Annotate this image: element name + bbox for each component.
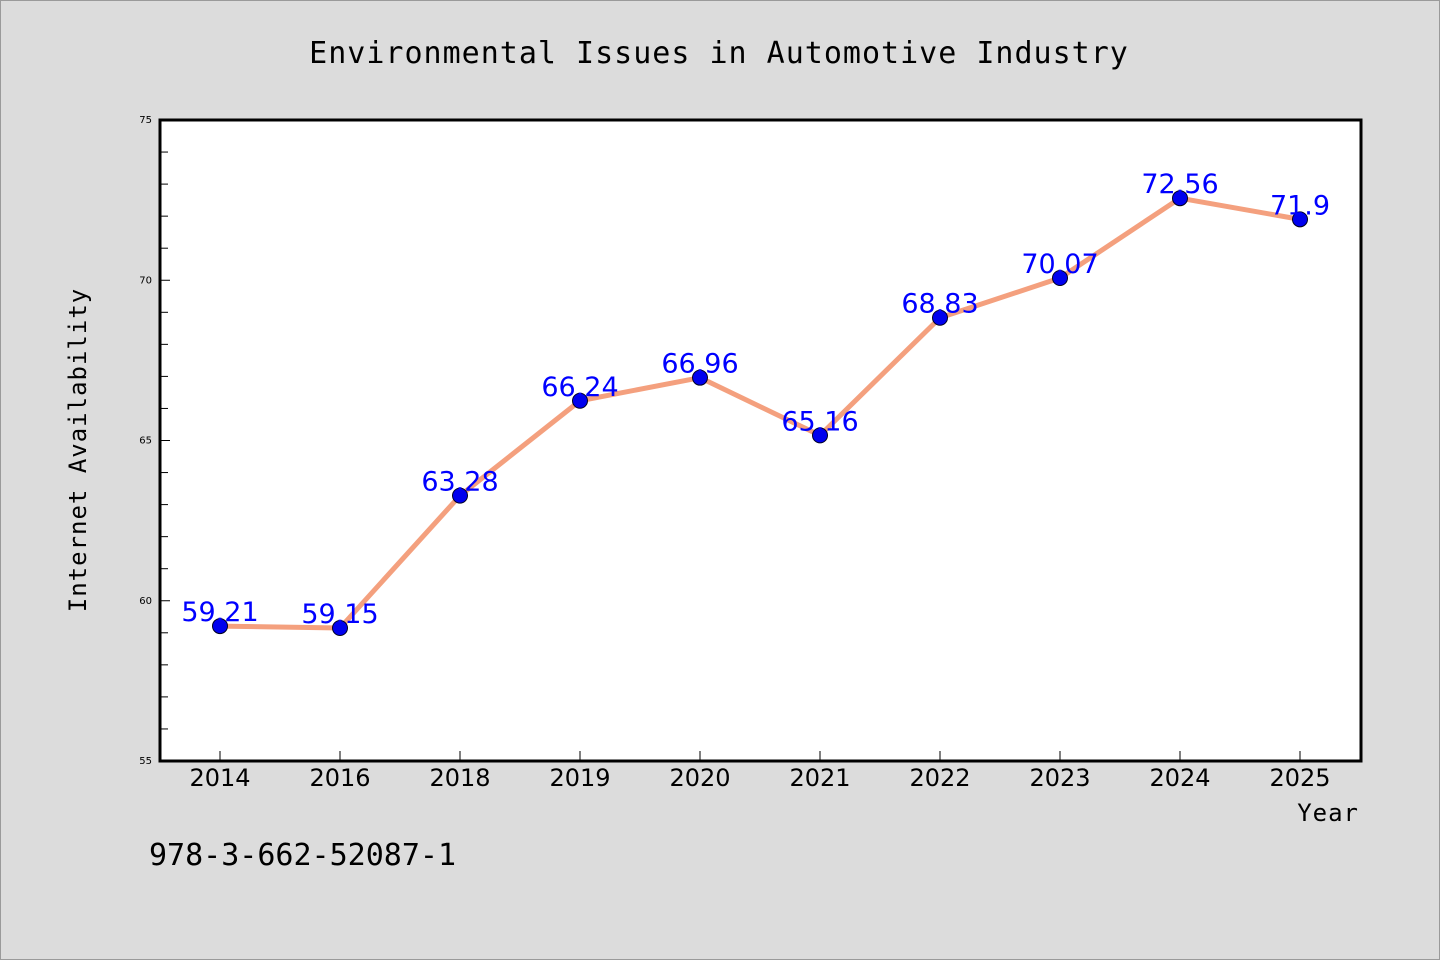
- plot-area: [158, 118, 1363, 763]
- data-point-marker: [212, 618, 228, 635]
- x-tick-label: 2019: [549, 764, 610, 792]
- x-tick-label: 2023: [1029, 764, 1090, 792]
- x-tick-label: 2024: [1149, 764, 1210, 792]
- data-point-marker: [692, 369, 708, 386]
- x-tick-label: 2020: [669, 764, 730, 792]
- data-label: 68.83: [901, 289, 978, 320]
- data-label: 66.96: [661, 349, 738, 380]
- x-tick-label: 2025: [1269, 764, 1330, 792]
- marker-group: [212, 190, 1308, 636]
- y-tick-label: 65: [139, 436, 152, 447]
- data-point-marker: [332, 619, 348, 636]
- x-axis-ticks: 2014 2016 2018 2019 2020 2021 2022 2023 2024 2025: [189, 751, 1331, 792]
- x-tick-label: 2016: [309, 764, 370, 792]
- data-point-marker: [1052, 270, 1068, 287]
- y-tick-label: 60: [139, 596, 152, 607]
- x-tick-label: 2018: [429, 764, 490, 792]
- x-tick-label: 2014: [189, 764, 250, 792]
- data-label-group: 59.21 59.15 63.28 66.24 66.96 65.16 68.83 70.07…: [181, 169, 1330, 630]
- data-point-marker: [452, 487, 468, 504]
- x-axis-label: Year: [1297, 799, 1359, 827]
- data-point-marker: [572, 392, 588, 409]
- data-point-marker: [1292, 211, 1308, 228]
- x-tick-label: 2021: [789, 764, 850, 792]
- data-label: 65.16: [781, 406, 858, 437]
- data-label: 59.15: [301, 599, 378, 630]
- data-label: 72.56: [1141, 169, 1218, 200]
- y-axis-label: Internet Availability: [64, 288, 92, 612]
- chart-title: Environmental Issues in Automotive Indus…: [309, 36, 1129, 71]
- x-tick-label: 2022: [909, 764, 970, 792]
- y-tick-label: 70: [139, 275, 152, 286]
- y-tick-label: 55: [139, 756, 152, 767]
- series-line: [217, 195, 1303, 631]
- y-axis-ticks: 55 60 65 70 75: [139, 115, 170, 767]
- data-point-marker: [932, 309, 948, 326]
- data-point-marker: [1172, 190, 1188, 207]
- data-label: 66.24: [541, 372, 618, 403]
- data-label: 59.21: [181, 597, 258, 628]
- data-label: 70.07: [1021, 249, 1098, 280]
- data-point-marker: [812, 427, 828, 444]
- data-label: 63.28: [421, 467, 498, 498]
- isbn-annotation: 978-3-662-52087-1: [149, 838, 456, 873]
- y-tick-label: 75: [139, 115, 152, 126]
- data-label: 71.9: [1270, 190, 1330, 221]
- series-line-group: [217, 195, 1303, 631]
